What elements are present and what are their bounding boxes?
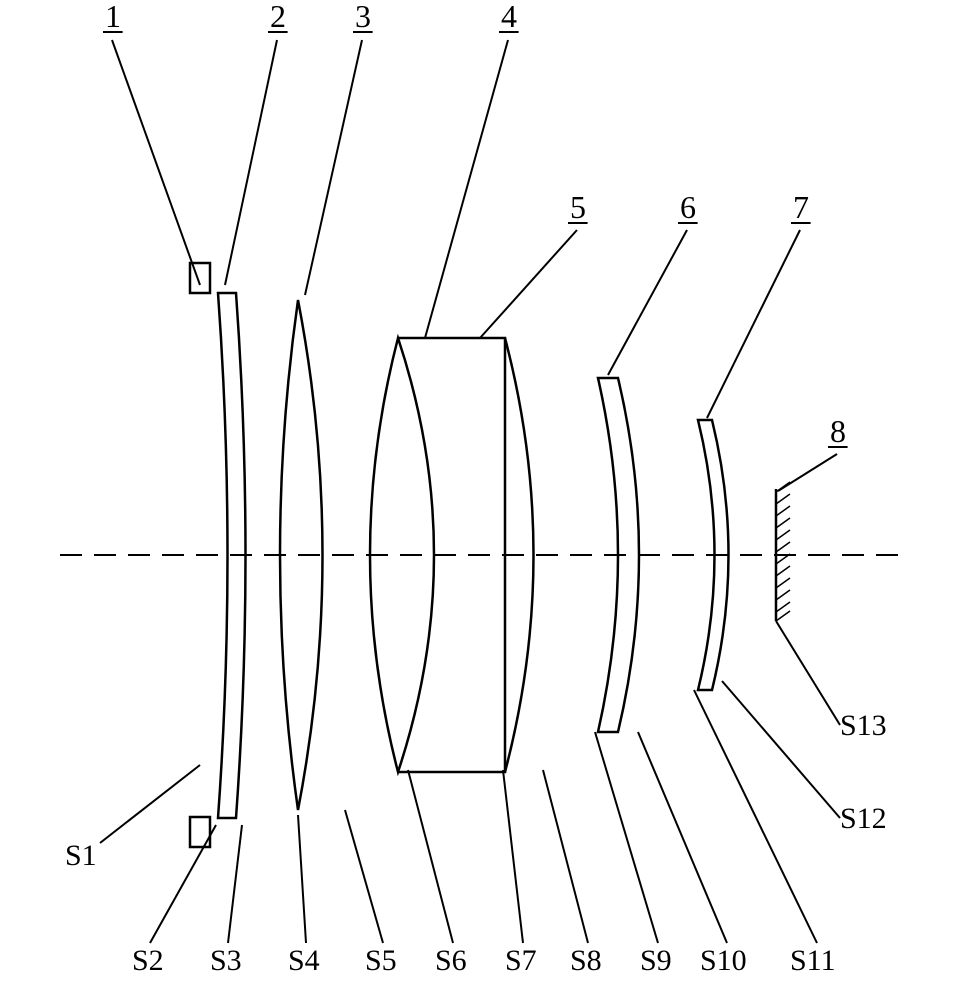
label-5: 5: [570, 189, 586, 225]
label-S6: S6: [435, 944, 467, 977]
label-S4: S4: [288, 944, 320, 977]
label-S5: S5: [365, 944, 397, 977]
label-8: 8: [830, 413, 846, 449]
label-S3: S3: [210, 944, 242, 977]
label-2: 2: [270, 0, 286, 34]
label-S13: S13: [840, 709, 887, 742]
optical-diagram: 1 2 3 4 5 6 7 8 S2 S3 S4 S5 S6 S7 S8 S9 S10 S11 S1 S12 S13: [0, 0, 973, 1000]
label-3: 3: [355, 0, 371, 34]
label-7: 7: [793, 189, 809, 225]
label-4: 4: [501, 0, 517, 34]
label-S10: S10: [700, 944, 747, 977]
leader-lines: [100, 40, 840, 943]
label-6: 6: [680, 189, 696, 225]
label-1: 1: [105, 0, 121, 34]
label-S8: S8: [570, 944, 602, 977]
label-S7: S7: [505, 944, 537, 977]
labels: 1 2 3 4 5 6 7 8 S2 S3 S4 S5 S6 S7 S8 S9 S10 S11 S1 S12 S13: [65, 0, 887, 977]
label-S11: S11: [790, 944, 836, 977]
image-plane: [776, 482, 790, 621]
label-S2: S2: [132, 944, 164, 977]
label-S9: S9: [640, 944, 672, 977]
label-S1: S1: [65, 839, 97, 872]
label-S12: S12: [840, 802, 887, 835]
